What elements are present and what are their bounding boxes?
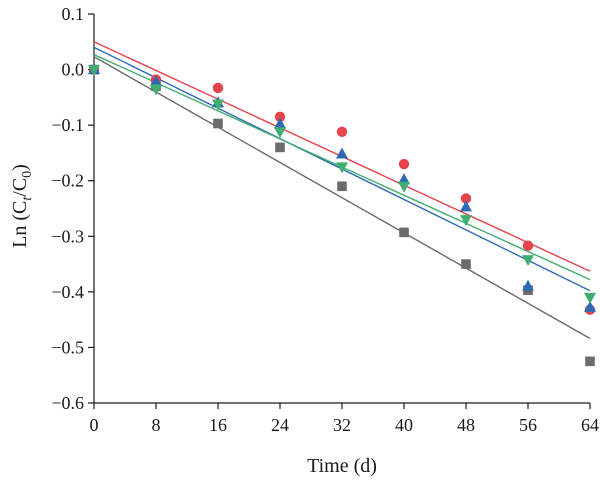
data-point-circle: [460, 193, 472, 204]
y-axis-title: Ln (Ct/C0): [9, 164, 35, 248]
data-point-triangle-down: [584, 292, 596, 304]
data-point-circle: [336, 126, 348, 138]
data-point-circle: [274, 111, 286, 123]
data-point-square: [337, 181, 347, 192]
x-tick-label: 24: [271, 415, 289, 435]
y-tick-label: −0.3: [51, 226, 84, 246]
data-point-triangle-down: [522, 255, 534, 267]
ticks: 0.1 0.0 −0.1 −0.2 −0.3 −0.4 −0.5 −0.6 0 8 16 24 32 40…: [51, 4, 599, 435]
data-point-circle: [398, 158, 410, 170]
x-tick-label: 56: [519, 415, 537, 435]
y-axis-title-prefix: Ln (C: [9, 201, 31, 248]
x-axis-title: Time (d): [307, 455, 377, 477]
y-tick-label: 0.0: [62, 60, 85, 80]
y-axis-title-suffix: ): [9, 164, 31, 171]
data-point-triangle-down: [336, 162, 348, 174]
axes: [93, 14, 590, 404]
y-axis-title-sub-0: 0: [20, 171, 35, 178]
x-tick-label: 64: [581, 415, 599, 435]
data-point-triangle-down: [460, 215, 472, 227]
y-tick-label: 0.1: [62, 4, 85, 24]
data-point-triangle-up: [460, 200, 472, 212]
data-point-triangle-up: [274, 117, 286, 129]
x-tick-label: 40: [395, 415, 413, 435]
x-tick-label: 0: [90, 415, 99, 435]
data-point-square: [275, 142, 285, 153]
data-points: [88, 63, 596, 367]
fit-line-square: [93, 56, 591, 340]
data-point-triangle-up: [522, 279, 534, 291]
data-point-circle: [522, 240, 534, 251]
y-tick-label: −0.2: [51, 171, 84, 191]
data-point-square: [213, 118, 223, 129]
data-point-circle: [212, 82, 224, 94]
y-axis-title-mid: /C: [9, 178, 31, 197]
y-axis-title-sub-t: t: [20, 196, 35, 201]
data-point-triangle-down: [274, 127, 286, 139]
data-point-square: [585, 356, 595, 367]
y-tick-label: −0.5: [51, 337, 84, 357]
data-point-triangle-up: [584, 300, 596, 312]
data-point-square: [461, 259, 471, 269]
data-point-triangle-up: [336, 147, 348, 159]
x-tick-label: 48: [457, 415, 475, 435]
data-point-square: [399, 227, 409, 238]
y-tick-label: −0.4: [51, 282, 84, 302]
data-point-triangle-down: [398, 181, 410, 193]
x-tick-label: 8: [152, 415, 161, 435]
data-point-triangle-down: [88, 65, 100, 77]
data-point-triangle-down: [150, 84, 162, 96]
y-tick-label: −0.1: [51, 115, 84, 135]
data-point-triangle-down: [212, 99, 224, 111]
data-point-triangle-up: [398, 173, 410, 185]
data-point-triangle-up: [150, 75, 162, 87]
x-tick-label: 16: [209, 415, 227, 435]
x-tick-label: 32: [333, 415, 351, 435]
y-tick-label: −0.6: [51, 393, 84, 413]
